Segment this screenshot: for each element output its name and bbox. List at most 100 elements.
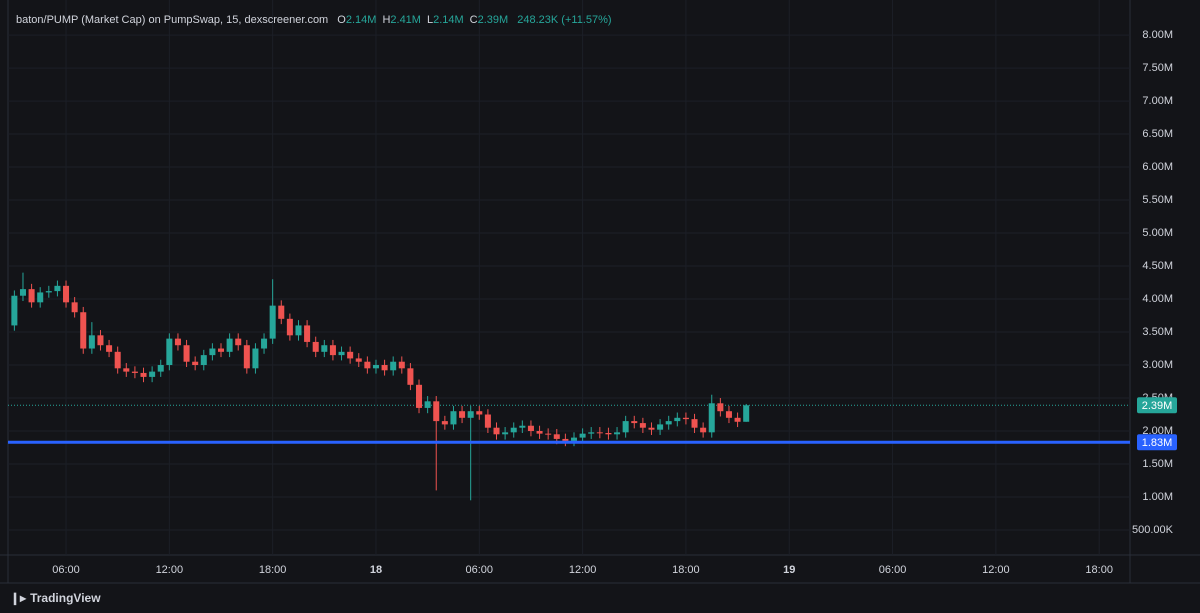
x-tick-label: 19 (783, 564, 795, 576)
ohlc-value: 2.14M (345, 14, 377, 26)
candle-body (321, 345, 328, 352)
candle-body (476, 411, 483, 415)
candle-body (123, 368, 130, 372)
candle-body (11, 295, 18, 326)
candle-body (235, 338, 242, 346)
y-tick-label: 8.00M (1142, 29, 1173, 41)
ohlc-key: O (337, 14, 346, 26)
candle-body (459, 411, 466, 418)
candle-body (149, 371, 156, 377)
candle-body (381, 365, 388, 371)
candle-body (682, 417, 689, 420)
ohlc-key: H (382, 14, 391, 26)
candle-body (717, 403, 724, 412)
candle-body (639, 423, 646, 428)
y-tick-label: 500.00K (1132, 524, 1174, 536)
candle-body (200, 355, 207, 366)
logo: ❙▸ (10, 591, 27, 605)
candle-body (562, 438, 569, 441)
candle-body (622, 421, 629, 433)
candle-body (605, 432, 612, 435)
candle-body (278, 305, 285, 319)
candle-body (88, 335, 95, 349)
ohlc-value: 2.39M (477, 14, 509, 26)
ohlc-value: 2.14M (433, 14, 464, 26)
y-tick-label: 5.00M (1142, 227, 1173, 239)
candle-body (166, 338, 173, 366)
candle-body (269, 305, 276, 339)
candle-body (398, 361, 405, 369)
candle-body (545, 433, 552, 435)
candle-body (37, 292, 44, 303)
candle-body (527, 425, 534, 432)
y-tick-label: 2.00M (1142, 425, 1173, 437)
price-tag (1137, 397, 1177, 414)
candle-body (519, 425, 526, 428)
candle-body (54, 285, 61, 292)
candle-body (174, 338, 181, 346)
candle-body (390, 361, 397, 371)
candle-body (157, 365, 164, 372)
x-tick-label: 18:00 (1085, 564, 1113, 576)
candle-body (63, 285, 70, 303)
candle-body (441, 421, 448, 425)
candle-body (674, 417, 681, 422)
candle-body (312, 341, 319, 352)
candle-body (536, 431, 543, 434)
chart-title: baton/PUMP (Market Cap) on PumpSwap, 15,… (16, 14, 329, 26)
candle-body (329, 345, 336, 356)
ohlc-legend: O2.14M H2.41M L2.14M C2.39M (331, 14, 508, 26)
y-tick-label: 4.00M (1142, 293, 1173, 305)
candle-body (131, 371, 138, 373)
candle-body (304, 325, 311, 342)
x-tick-label: 18:00 (259, 564, 287, 576)
candle-body (657, 424, 664, 430)
candle-body (648, 427, 655, 430)
candle-body (450, 411, 457, 425)
candle-body (743, 405, 750, 422)
candle-body (19, 289, 26, 296)
candle-body (588, 432, 595, 434)
price-tag (1137, 434, 1177, 451)
candle-body (734, 417, 741, 422)
x-tick-label: 18:00 (672, 564, 700, 576)
candle-body (28, 289, 35, 303)
candle-body (467, 411, 474, 418)
candle-body (209, 348, 216, 356)
y-tick-label: 4.50M (1142, 260, 1173, 272)
candle-body (725, 411, 732, 418)
candle-body (700, 427, 707, 433)
candle-body (140, 372, 147, 377)
candle-body (347, 351, 354, 359)
x-tick-label: 06:00 (466, 564, 494, 576)
branding: ❙▸ TradingView (10, 591, 101, 605)
candle-body (708, 403, 715, 433)
candle-body (226, 338, 233, 352)
candle-body (407, 368, 414, 385)
candle-body (243, 345, 250, 369)
candle-body (493, 427, 500, 435)
candle-body (217, 348, 225, 352)
candle-body (631, 421, 638, 424)
y-tick-label: 3.50M (1142, 326, 1173, 338)
candle-body (691, 419, 698, 428)
legend-header: baton/PUMP (Market Cap) on PumpSwap, 15,… (16, 14, 612, 26)
y-tick-label: 6.50M (1142, 128, 1173, 140)
x-tick-label: 12:00 (569, 564, 597, 576)
y-tick-label: 5.50M (1142, 194, 1173, 206)
candle-body (338, 351, 345, 356)
candle-body (192, 361, 199, 366)
candle-body (286, 318, 293, 336)
candle-body (252, 348, 259, 369)
candle-body (45, 291, 52, 293)
x-tick-label: 12:00 (982, 564, 1010, 576)
change: 248.23K (+11.57%) (517, 14, 612, 26)
x-tick-label: 18 (370, 564, 382, 576)
ohlc-key: L (426, 14, 434, 26)
candle-body (106, 345, 113, 352)
candle-body (596, 432, 603, 434)
price-tag-label: 2.39M (1142, 400, 1173, 412)
